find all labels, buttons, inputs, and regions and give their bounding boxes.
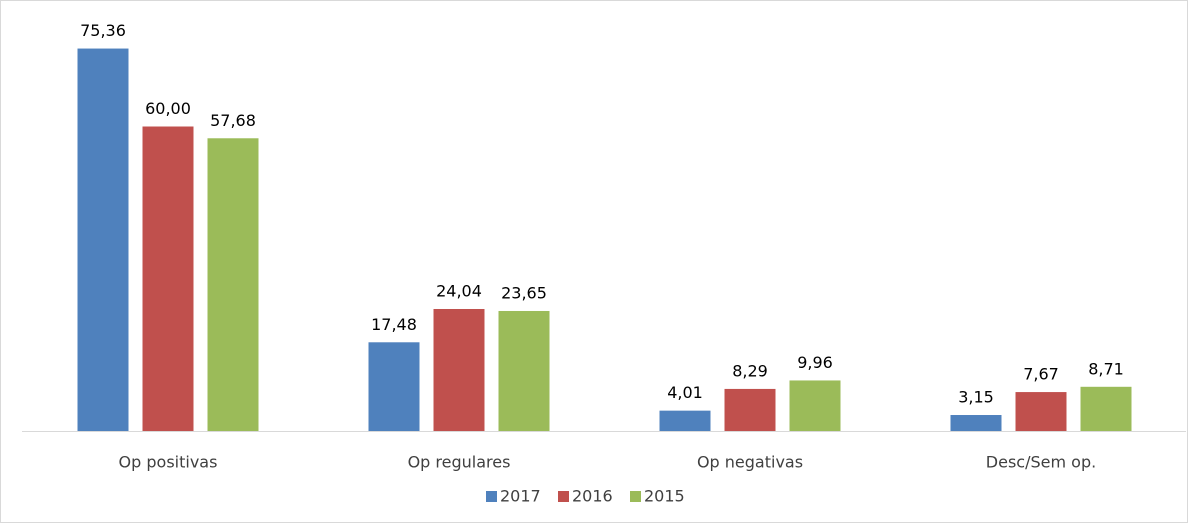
x-tick-label: Op negativas [697,453,803,472]
legend-swatch [486,491,497,502]
bar [77,48,129,431]
data-label: 23,65 [501,283,547,302]
data-label: 3,15 [958,388,994,407]
data-label: 9,96 [797,353,833,372]
bar [1015,392,1067,431]
data-label: 24,04 [436,281,482,300]
legend-swatch [630,491,641,502]
x-tick-label: Op regulares [408,453,511,472]
bar [950,415,1002,431]
bar [1080,386,1132,431]
legend-label: 2017 [500,487,541,506]
x-tick-label: Op positivas [119,453,218,472]
x-tick-label: Desc/Sem op. [986,453,1096,472]
bar [498,310,550,431]
bar [368,342,420,431]
bar [659,410,711,431]
data-label: 75,36 [80,21,126,40]
data-label: 8,29 [732,361,768,380]
data-label: 7,67 [1023,365,1059,384]
data-label: 4,01 [667,383,703,402]
legend-label: 2015 [644,487,685,506]
data-label: 60,00 [145,99,191,118]
bar [724,388,776,431]
legend-label: 2016 [572,487,613,506]
bar [142,126,194,431]
bar [433,308,485,431]
data-label: 8,71 [1088,359,1124,378]
data-label: 57,68 [210,111,256,130]
legend-swatch [558,491,569,502]
data-label: 17,48 [371,315,417,334]
bar [207,138,259,432]
bar [789,380,841,431]
